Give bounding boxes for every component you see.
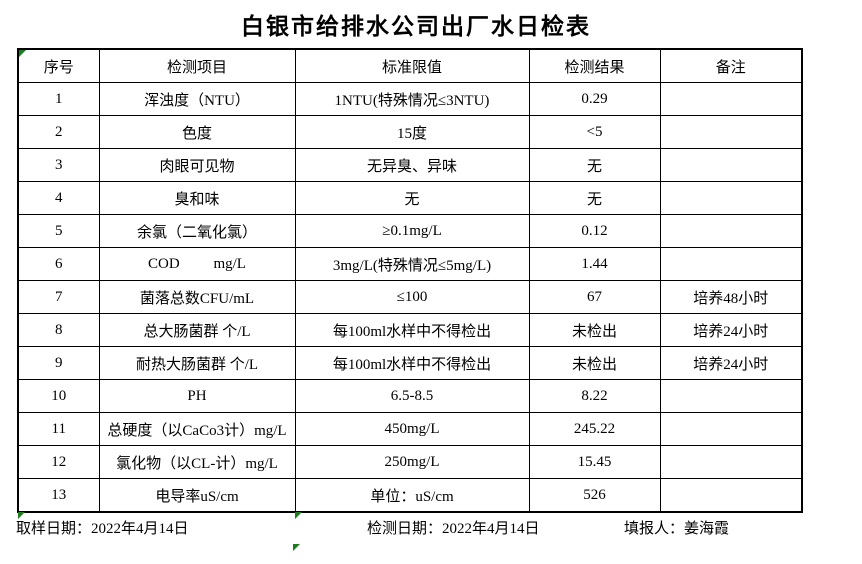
cell-result: 1.44	[528, 247, 661, 281]
cell-item: 总大肠菌群 个/L	[98, 313, 296, 347]
cell-standard: 每100ml水样中不得检出	[294, 346, 530, 380]
cell-result: 未检出	[528, 313, 661, 347]
table-row: 6 COD mg/L 3mg/L(特殊情况≤5mg/L) 1.44	[17, 247, 803, 281]
cell-no: 4	[17, 181, 100, 215]
cell-item: 电导率uS/cm	[98, 478, 296, 513]
cell-no: 7	[17, 280, 100, 314]
cell-result: 67	[528, 280, 661, 314]
cell-remark: 培养24小时	[659, 346, 803, 380]
cell-result: 未检出	[528, 346, 661, 380]
green-triangle-icon	[295, 512, 302, 519]
cell-item: 肉眼可见物	[98, 148, 296, 182]
cell-remark: 培养48小时	[659, 280, 803, 314]
cell-standard: 250mg/L	[294, 445, 530, 479]
reporter-label: 填报人：姜海霞	[624, 521, 730, 537]
cell-item: 耐热大肠菌群 个/L	[98, 346, 296, 380]
cell-result: 15.45	[528, 445, 661, 479]
cell-remark	[659, 445, 803, 479]
cell-no: 6	[17, 247, 100, 281]
cell-remark	[659, 478, 803, 513]
cell-remark	[659, 214, 803, 248]
inspection-table: 序号 检测项目 标准限值 检测结果 备注 1 浑浊度（NTU） 1NTU(特殊情况≤3NTU…	[17, 48, 803, 513]
cell-standard: ≥0.1mg/L	[294, 214, 530, 248]
green-triangle-icon	[293, 544, 300, 551]
cell-item: 臭和味	[98, 181, 296, 215]
cell-standard: 每100ml水样中不得检出	[294, 313, 530, 347]
green-triangle-icon	[19, 50, 26, 57]
cell-result: 0.12	[528, 214, 661, 248]
cell-standard: 无异臭、异味	[294, 148, 530, 182]
table-row: 4 臭和味无无	[17, 181, 803, 215]
cell-result: 0.29	[528, 82, 661, 116]
cell-item: 总硬度（以CaCo3计）mg/L	[98, 412, 296, 446]
cell-no: 10	[17, 379, 100, 413]
cell-no: 8	[17, 313, 100, 347]
cell-remark	[659, 148, 803, 182]
cell-standard: ≤100	[294, 280, 530, 314]
table-row: 9 耐热大肠菌群 个/L 每100ml水样中不得检出 未检出 培养24小时	[17, 346, 803, 380]
cell-result: <5	[528, 115, 661, 149]
column-header: 备注	[659, 48, 803, 83]
cell-remark	[659, 412, 803, 446]
table-row: 11 总硬度（以CaCo3计）mg/L 450mg/L 245.22	[17, 412, 803, 446]
column-header: 序号	[17, 48, 100, 83]
table-row: 5 余氯（二氧化氯） ≥0.1mg/L 0.12	[17, 214, 803, 248]
cell-item: 氯化物（以CL-计）mg/L	[98, 445, 296, 479]
cell-standard: 无	[294, 181, 530, 215]
column-header: 检测结果	[528, 48, 661, 83]
table-row: 7 菌落总数CFU/mL ≤100 67 培养48小时	[17, 280, 803, 314]
cell-no: 2	[17, 115, 100, 149]
cell-item: 浑浊度（NTU）	[98, 82, 296, 116]
table-row: 3 肉眼可见物 无异臭、异味无	[17, 148, 803, 182]
cell-result: 无	[528, 181, 661, 215]
cell-item: 余氯（二氧化氯）	[98, 214, 296, 248]
cell-standard: 单位：uS/cm	[294, 478, 530, 513]
table-body: 1 浑浊度（NTU） 1NTU(特殊情况≤3NTU) 0.29 2 色度 15度 <5 3 肉眼可…	[17, 82, 803, 513]
cell-remark	[659, 247, 803, 281]
green-triangle-icon	[18, 512, 25, 519]
cell-remark	[659, 82, 803, 116]
cell-item: PH	[98, 379, 296, 413]
cell-standard: 1NTU(特殊情况≤3NTU)	[294, 82, 530, 116]
cell-remark	[659, 181, 803, 215]
cell-remark	[659, 379, 803, 413]
cell-standard: 3mg/L(特殊情况≤5mg/L)	[294, 247, 530, 281]
table-row: 2 色度 15度 <5	[17, 115, 803, 149]
cell-no: 1	[17, 82, 100, 116]
test-date-label: 检测日期：2022年4月14日	[367, 521, 540, 537]
cell-no: 11	[17, 412, 100, 446]
cell-result: 245.22	[528, 412, 661, 446]
table-row: 8 总大肠菌群 个/L 每100ml水样中不得检出 未检出 培养24小时	[17, 313, 803, 347]
cell-no: 5	[17, 214, 100, 248]
cell-item: COD mg/L	[98, 247, 296, 281]
header-row: 序号 检测项目 标准限值 检测结果 备注	[17, 48, 803, 83]
cell-item: 菌落总数CFU/mL	[98, 280, 296, 314]
column-header: 标准限值	[294, 48, 530, 83]
cell-item: 色度	[98, 115, 296, 149]
table-row: 12 氯化物（以CL-计）mg/L 250mg/L 15.45	[17, 445, 803, 479]
table-row: 13 电导率uS/cm 单位：uS/cm 526	[17, 478, 803, 513]
cell-standard: 450mg/L	[294, 412, 530, 446]
cell-result: 8.22	[528, 379, 661, 413]
table-row: 1 浑浊度（NTU） 1NTU(特殊情况≤3NTU) 0.29	[17, 82, 803, 116]
column-header: 检测项目	[98, 48, 296, 83]
cell-standard: 15度	[294, 115, 530, 149]
page-title: 白银市给排水公司出厂水日检表	[241, 13, 591, 39]
cell-result: 无	[528, 148, 661, 182]
cell-result: 526	[528, 478, 661, 513]
cell-no: 12	[17, 445, 100, 479]
cell-standard: 6.5-8.5	[294, 379, 530, 413]
cell-no: 13	[17, 478, 100, 513]
sampling-date-label: 取样日期：2022年4月14日	[16, 521, 189, 537]
cell-remark: 培养24小时	[659, 313, 803, 347]
table-row: 10 PH 6.5-8.5 8.22	[17, 379, 803, 413]
cell-remark	[659, 115, 803, 149]
cell-no: 3	[17, 148, 100, 182]
cell-no: 9	[17, 346, 100, 380]
